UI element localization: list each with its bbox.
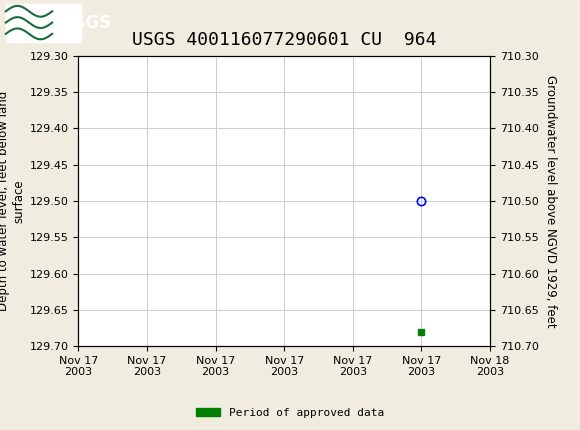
Title: USGS 400116077290601 CU  964: USGS 400116077290601 CU 964 bbox=[132, 31, 436, 49]
Y-axis label: Groundwater level above NGVD 1929, feet: Groundwater level above NGVD 1929, feet bbox=[544, 75, 557, 327]
FancyBboxPatch shape bbox=[6, 3, 81, 42]
Y-axis label: Depth to water level, feet below land
surface: Depth to water level, feet below land su… bbox=[0, 91, 26, 311]
Legend: Period of approved data: Period of approved data bbox=[191, 403, 389, 422]
Text: USGS: USGS bbox=[61, 14, 112, 31]
